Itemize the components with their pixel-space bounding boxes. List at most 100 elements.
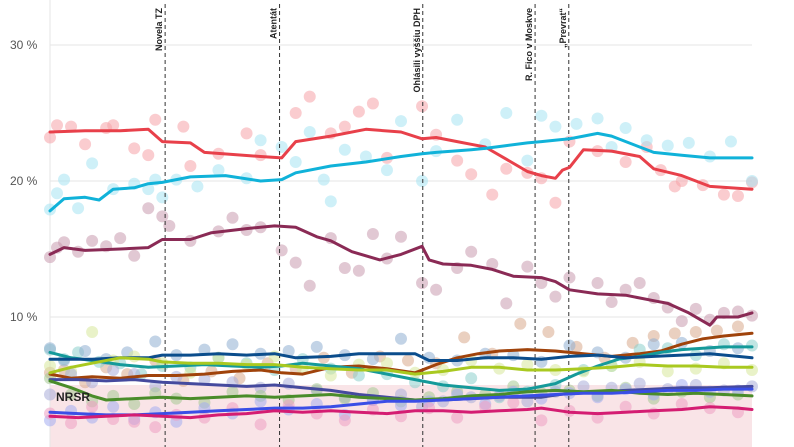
series-cyan-poll-dot-26 <box>451 113 464 126</box>
y-tick-label-20: 20 % <box>10 174 38 188</box>
series-cyan-poll-dot-3 <box>72 202 85 215</box>
series-orange-poll-dot-16 <box>458 331 471 344</box>
series-red-trend-line <box>48 127 754 191</box>
event-label-3: R. Fico v Moskve <box>524 8 534 81</box>
series-maroon-poll-dot-24 <box>395 230 407 243</box>
series-lime-poll-dot-18 <box>521 358 534 371</box>
series-red-poll-dot-0 <box>44 131 56 144</box>
series-magenta-poll-dot-22 <box>619 400 632 413</box>
series-cyan-poll-dot-33 <box>591 112 604 125</box>
series-cyan-poll-dot-16 <box>289 155 302 168</box>
series-maroon-poll-dot-20 <box>338 262 351 275</box>
series-magenta-poll-dot-6 <box>170 408 183 421</box>
event-markers-layer <box>164 4 570 447</box>
series-maroon-poll-dot-45 <box>731 305 744 318</box>
series-navy-poll-dot-20 <box>563 339 576 352</box>
series-cyan-poll-dot-29 <box>521 154 534 167</box>
series-magenta-poll-dot-17 <box>479 400 492 413</box>
series-cyan-poll-dot-12 <box>212 164 225 177</box>
grid-layer <box>49 0 752 447</box>
series-cyan-poll-dot-18 <box>317 173 330 186</box>
series-lime-poll-dot-0 <box>44 359 56 372</box>
series-lime-poll-dot-11 <box>324 369 337 382</box>
series-cyan-poll-dot-15 <box>275 141 288 153</box>
series-magenta-poll-dot-5 <box>149 421 162 434</box>
series-orange-poll-dot-25 <box>689 325 702 338</box>
series-maroon-poll-dot-29 <box>486 257 499 270</box>
event-label-1: Atentát <box>269 8 279 39</box>
series-cyan-poll-dot-36 <box>640 134 653 147</box>
series-red-poll-dot-15 <box>303 90 316 103</box>
series-cyan-poll-dot-22 <box>380 164 393 177</box>
series-purple-poll-dot-21 <box>577 380 590 393</box>
series-maroon-poll-dot-13 <box>226 211 239 224</box>
series-orange-poll-dot-14 <box>402 354 415 367</box>
series-lime-poll-dot-24 <box>689 362 702 375</box>
series-navy-poll-dot-8 <box>226 338 239 351</box>
series-red-poll-dot-9 <box>177 120 190 133</box>
series-cyan-poll-dot-38 <box>682 136 695 149</box>
series-navy-poll-dot-14 <box>395 332 407 345</box>
series-purple-poll-dot-7 <box>198 373 211 386</box>
series-magenta-poll-dot-8 <box>226 402 239 415</box>
event-label-2: Ohlásili vyššiu DPH <box>412 8 422 93</box>
series-cyan-poll-dot-31 <box>549 120 562 133</box>
series-maroon-poll-dot-17 <box>289 256 302 269</box>
series-cyan-poll-dot-2 <box>58 173 71 186</box>
series-cyan-poll-dot-17 <box>303 126 316 139</box>
series-cyan-poll-dot-35 <box>619 121 632 134</box>
series-magenta-poll-dot-12 <box>338 414 351 427</box>
series-red-poll-dot-24 <box>465 168 478 181</box>
series-red-poll-dot-14 <box>289 107 302 119</box>
series-maroon-poll-dot-9 <box>156 210 169 223</box>
series-green-poll-dot-1 <box>65 388 78 401</box>
series-red-poll-dot-17 <box>338 120 351 133</box>
series-maroon-poll-dot-6 <box>114 232 127 245</box>
series-maroon-poll-dot-31 <box>521 260 534 273</box>
series-magenta-poll-dot-2 <box>86 400 99 413</box>
series-magenta-trend-line <box>48 405 754 420</box>
series-red-poll-dot-5 <box>107 119 120 132</box>
series-red-poll-dot-38 <box>717 188 730 201</box>
series-maroon-poll-dot-38 <box>633 277 646 289</box>
series-magenta-poll-dot-24 <box>675 398 688 411</box>
series-orange-poll-dot-26 <box>710 324 723 337</box>
series-maroon-trend-line <box>48 224 754 327</box>
series-cyan-poll-dot-32 <box>570 117 583 130</box>
series-red-poll-dot-39 <box>731 189 744 202</box>
series-cyan-poll-dot-7 <box>142 183 155 196</box>
series-navy-poll-dot-13 <box>366 353 379 366</box>
series-maroon-poll-dot-36 <box>605 296 618 309</box>
series-navy-poll-dot-23 <box>647 338 660 351</box>
series-lime-trend-line <box>48 356 754 376</box>
series-red-poll-dot-25 <box>486 188 499 201</box>
series-cyan-poll-dot-9 <box>156 191 169 204</box>
series-cyan-poll-dot-14 <box>254 134 267 147</box>
series-teal-poll-dot-17 <box>465 372 478 385</box>
series-maroon-poll-dot-16 <box>275 244 288 257</box>
series-cyan-poll-dot-23 <box>395 115 407 128</box>
series-red-poll-dot-2 <box>65 120 78 133</box>
series-navy-poll-dot-11 <box>310 340 323 353</box>
series-teal-poll-dot-13 <box>352 369 365 382</box>
series-magenta-poll-dot-9 <box>254 418 267 431</box>
series-red-poll-dot-18 <box>352 105 365 118</box>
series-lime-poll-dot-2 <box>86 325 99 338</box>
series-navy-poll-dot-0 <box>44 342 56 355</box>
series-maroon-poll-dot-21 <box>352 264 365 277</box>
series-purple-poll-dot-3 <box>107 364 120 377</box>
series-cyan-poll-dot-4 <box>86 157 99 170</box>
series-maroon-poll-dot-7 <box>128 249 141 262</box>
event-label-4: „Prevrat“ <box>558 8 568 48</box>
series-maroon-poll-dot-28 <box>465 245 478 258</box>
series-orange-poll-dot-19 <box>542 325 555 338</box>
threshold-label: NRSR <box>56 390 90 404</box>
trend-lines-layer <box>48 127 754 420</box>
series-navy-poll-dot-2 <box>79 345 92 357</box>
series-green-poll-dot-4 <box>128 398 141 411</box>
series-cyan-poll-dot-37 <box>661 139 674 152</box>
series-navy-trend-line <box>48 352 754 362</box>
series-cyan-poll-dot-1 <box>51 187 64 200</box>
series-red-poll-dot-26 <box>500 162 513 175</box>
